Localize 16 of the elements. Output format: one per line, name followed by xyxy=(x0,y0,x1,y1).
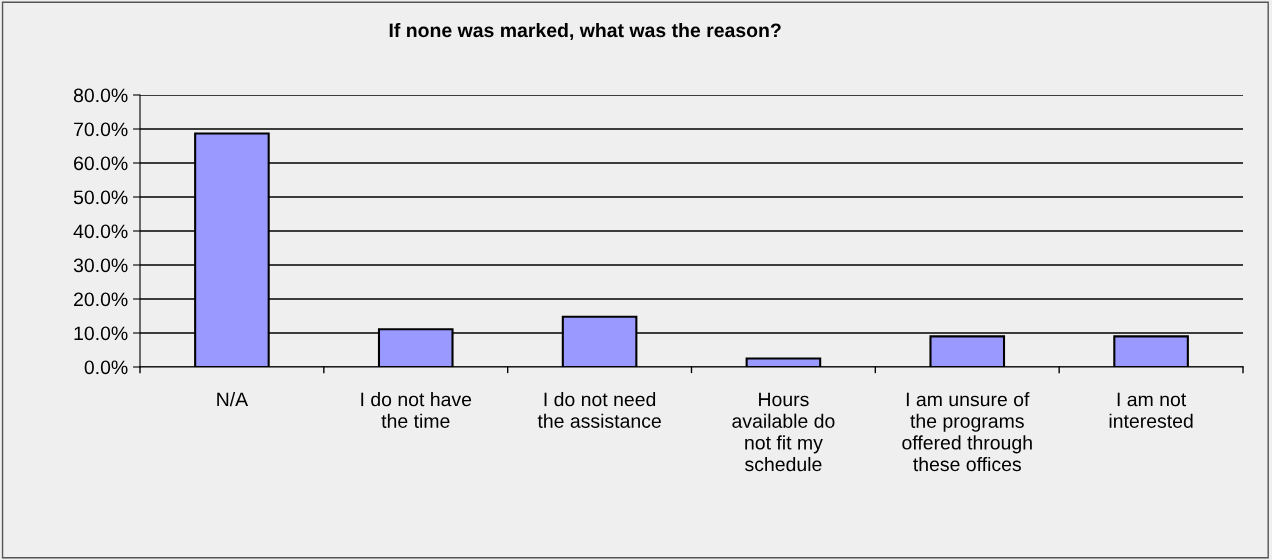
y-tick-label: 50.0% xyxy=(73,190,128,205)
x-tick-label: I do not need the assistance xyxy=(537,392,661,428)
x-tick-label: Hours available do not fit my schedule xyxy=(732,392,835,472)
x-tick-label: I am not interested xyxy=(1109,392,1193,428)
x-tick-label: N/A xyxy=(217,392,249,407)
y-tick-label: 70.0% xyxy=(74,122,128,137)
x-tick-label: I do not have the time xyxy=(361,392,472,428)
chart-title: If none was marked, what was the reason? xyxy=(389,22,781,41)
x-tick-label: I am unsure of the programs offered through these offices xyxy=(902,392,1032,472)
y-tick-label: 0.0% xyxy=(84,360,128,375)
y-tick-label: 20.0% xyxy=(74,292,128,307)
y-tick-label: 40.0% xyxy=(73,224,128,239)
y-tick-label: 30.0% xyxy=(73,258,128,273)
y-tick-label: 80.0% xyxy=(73,88,128,103)
y-tick-label: 10.0% xyxy=(74,326,128,341)
y-tick-label: 60.0% xyxy=(74,156,128,171)
